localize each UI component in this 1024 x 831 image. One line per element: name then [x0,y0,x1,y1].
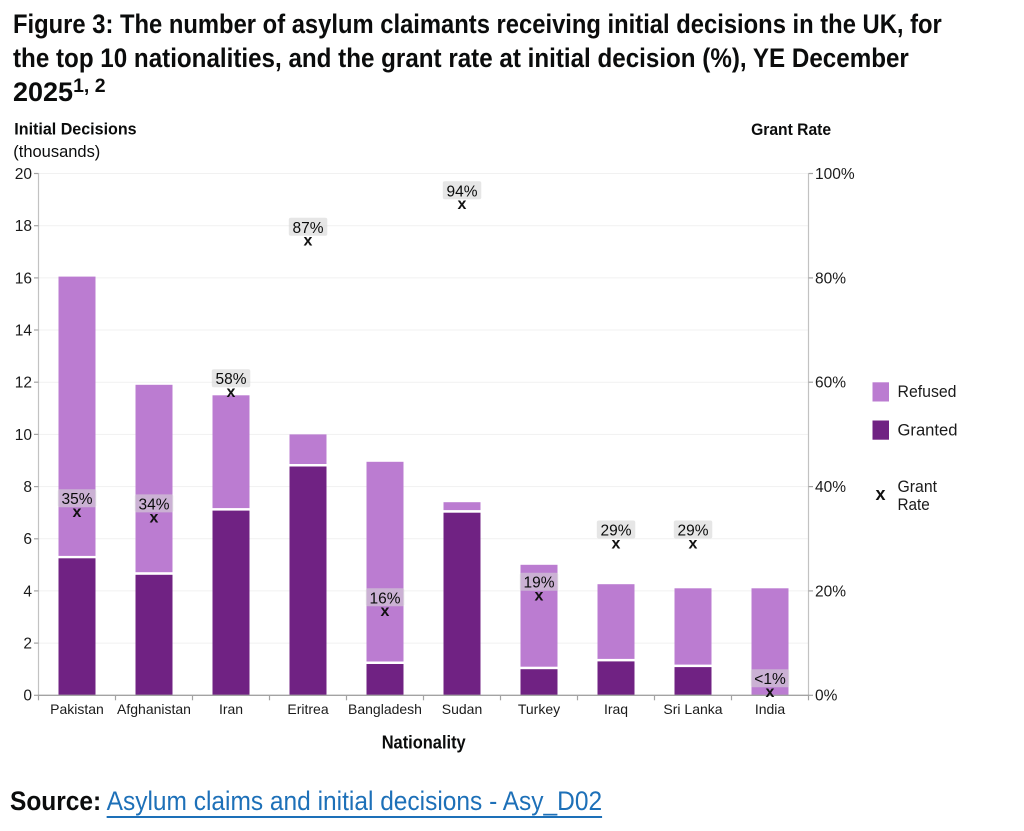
svg-text:0: 0 [23,688,32,705]
svg-text:80%: 80% [815,270,846,287]
svg-text:16%: 16% [369,590,400,607]
svg-text:34%: 34% [138,496,169,513]
svg-text:12: 12 [15,375,32,392]
svg-text:Grant: Grant [898,477,938,496]
svg-text:x: x [875,484,885,504]
svg-text:Afghanistan: Afghanistan [117,701,191,717]
svg-text:India: India [755,701,786,717]
svg-text:29%: 29% [600,523,631,540]
svg-text:Rate: Rate [898,495,930,514]
svg-text:Refused: Refused [898,382,957,401]
svg-text:20%: 20% [815,583,846,600]
svg-text:10: 10 [15,427,33,444]
svg-text:Nationality: Nationality [382,732,466,752]
svg-text:58%: 58% [215,371,246,388]
svg-text:x: x [766,684,775,701]
svg-text:<1%: <1% [754,671,786,688]
svg-text:4: 4 [23,583,32,600]
svg-text:18: 18 [15,218,32,235]
svg-text:Sri Lanka: Sri Lanka [663,701,722,717]
svg-text:0%: 0% [815,688,838,705]
svg-text:100%: 100% [815,166,855,183]
svg-text:29%: 29% [677,523,708,540]
svg-text:Iraq: Iraq [604,701,628,717]
svg-text:40%: 40% [815,479,846,496]
svg-text:6: 6 [23,531,32,548]
svg-text:35%: 35% [61,491,92,508]
svg-text:Bangladesh: Bangladesh [348,701,422,717]
svg-text:x: x [689,535,698,552]
svg-text:(thousands): (thousands) [13,142,100,161]
svg-text:x: x [458,196,467,213]
svg-text:2: 2 [23,636,32,653]
svg-text:x: x [73,504,82,521]
svg-text:Initial Decisions: Initial Decisions [14,119,136,138]
svg-text:20: 20 [15,166,33,183]
svg-text:Sudan: Sudan [442,701,482,717]
svg-text:87%: 87% [292,220,323,237]
svg-text:x: x [227,384,236,401]
svg-text:16: 16 [15,270,32,287]
svg-text:Pakistan: Pakistan [50,701,104,717]
svg-text:Turkey: Turkey [518,701,560,717]
svg-text:14: 14 [15,322,33,339]
svg-text:8: 8 [23,479,32,496]
svg-text:Grant Rate: Grant Rate [751,120,831,139]
svg-text:Granted: Granted [898,420,958,439]
svg-text:x: x [304,233,313,250]
svg-text:Iran: Iran [219,701,243,717]
svg-text:19%: 19% [523,575,554,592]
svg-text:94%: 94% [446,183,477,200]
svg-text:Eritrea: Eritrea [287,701,328,717]
svg-text:60%: 60% [815,375,846,392]
svg-text:x: x [535,588,544,605]
svg-text:x: x [381,603,390,620]
svg-text:x: x [612,535,621,552]
svg-text:x: x [150,509,159,526]
